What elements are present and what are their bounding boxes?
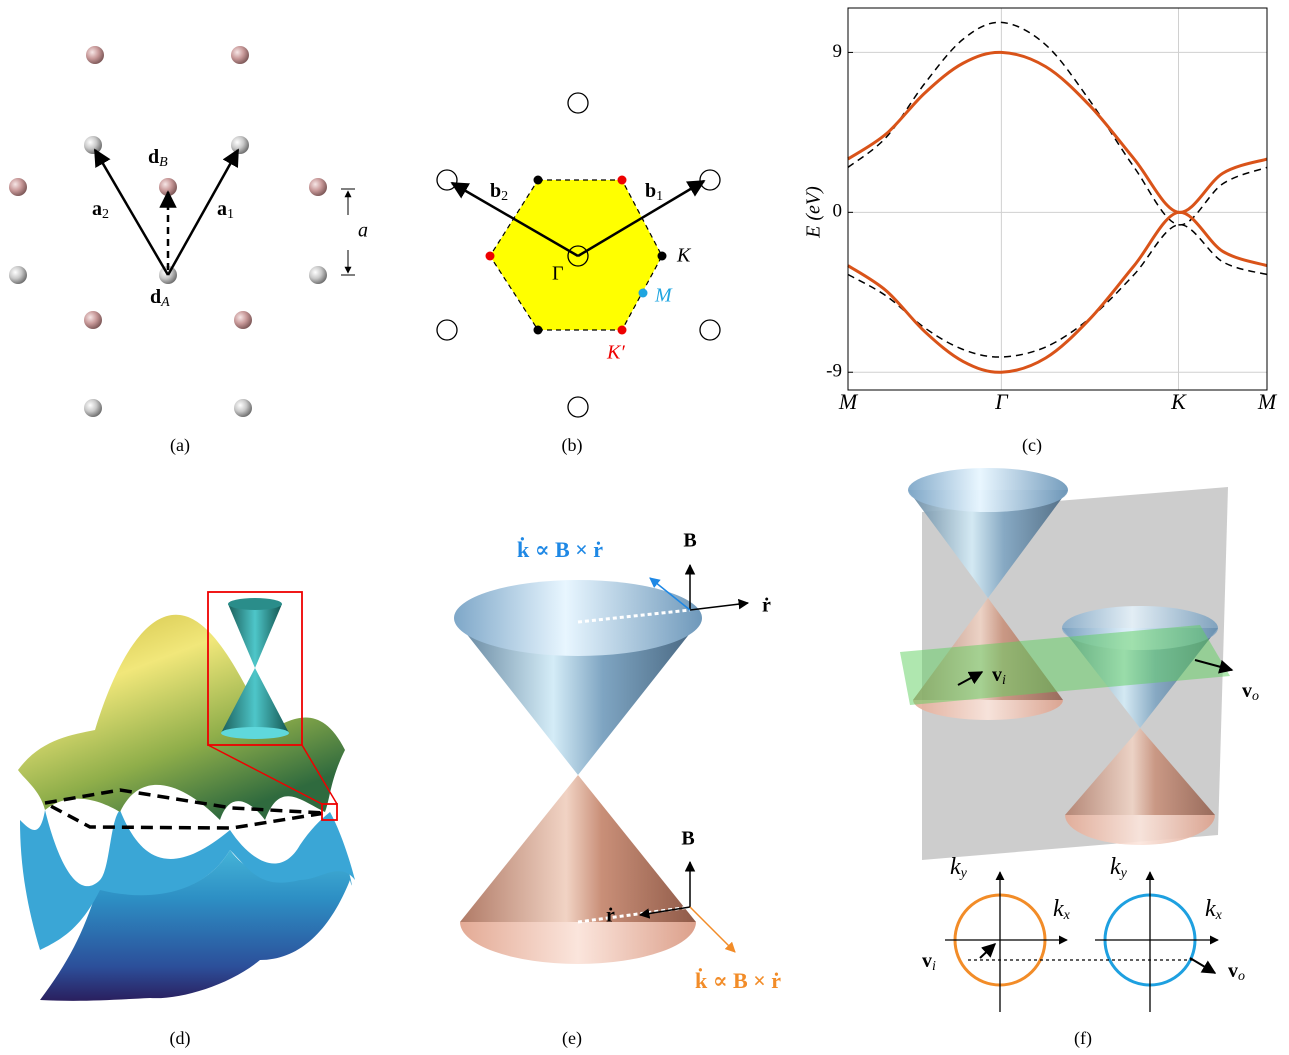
zoom-box <box>207 591 303 746</box>
plot-frame <box>847 7 1268 391</box>
atoms-b <box>9 46 327 329</box>
reciprocal-vectors <box>450 179 706 258</box>
label-vi: vi <box>922 950 936 975</box>
caption: (f) <box>1074 1028 1092 1049</box>
label-M: M <box>654 285 673 307</box>
label-kx: kx <box>1205 896 1223 924</box>
relation: k̇ ∝ B × ṙ <box>517 537 603 562</box>
label-ky: ky <box>950 854 968 882</box>
band-line <box>847 224 1268 358</box>
band-line <box>847 210 1268 374</box>
panel-d: (d) <box>18 591 355 1049</box>
label-a2: a2 <box>92 198 109 223</box>
label-dB: dB <box>148 146 168 171</box>
label-K: K <box>676 245 692 267</box>
panel-f: vi vo ky kx ky kx vi vo (f) <box>900 468 1259 1049</box>
k-axes <box>945 871 1219 1012</box>
caption: (a) <box>170 435 190 456</box>
lower-cone <box>460 775 696 922</box>
axes-top <box>684 563 750 611</box>
upper-band <box>18 614 345 820</box>
y-axis-label: E (eV) <box>803 186 825 239</box>
label-B: B <box>683 530 696 552</box>
x-tick-label: M <box>1257 389 1278 414</box>
label-vo: vo <box>1228 960 1245 985</box>
y-tick-label: 0 <box>833 201 843 222</box>
label-a: a <box>358 220 368 242</box>
zone-outline <box>39 788 326 830</box>
x-tick-label: M <box>838 389 859 414</box>
label-K-prime: K′ <box>606 342 625 364</box>
relation: k̇ ∝ B × ṙ <box>695 968 781 993</box>
upper-cone <box>454 618 702 775</box>
reciprocal-points <box>436 92 721 418</box>
x-tick-label: Γ <box>994 389 1009 414</box>
label-vo: vo <box>1242 680 1259 705</box>
k-points <box>485 175 667 335</box>
label-dA: dA <box>150 286 170 311</box>
label-B: B <box>681 828 694 850</box>
lower-band-top <box>20 810 355 950</box>
fermi-plane <box>900 625 1230 705</box>
y-tick-label: 9 <box>833 41 843 62</box>
lattice-vectors <box>93 148 240 276</box>
caption: (e) <box>562 1028 582 1049</box>
lower-band <box>40 830 352 1001</box>
band-line <box>847 50 1268 214</box>
label-b1: b1 <box>645 180 663 205</box>
axes-bottom <box>638 860 696 919</box>
panel-a: dB a2 a1 dA a (a) <box>9 46 368 456</box>
label-r: ṙ <box>606 905 615 927</box>
label-gamma: Γ <box>552 263 564 285</box>
label-a1: a1 <box>217 198 234 223</box>
upper-cone-top <box>454 580 702 656</box>
label-b2: b2 <box>490 180 508 205</box>
label-kx: kx <box>1053 896 1071 924</box>
label-ky: ky <box>1110 854 1128 882</box>
band-line <box>847 21 1268 226</box>
panel-c: E (eV) (c) 9 0 -9 M Γ K M <box>803 7 1278 456</box>
panel-e: B ṙ k̇ ∝ B × ṙ B ṙ k̇ ∝ B × ṙ (e) <box>454 530 781 1049</box>
caption: (d) <box>170 1028 191 1049</box>
label-r: ṙ <box>762 595 771 617</box>
label-vi: vi <box>992 664 1006 689</box>
caption: (b) <box>562 435 583 456</box>
lower-cone-base <box>460 922 696 964</box>
y-tick-label: -9 <box>826 361 842 382</box>
panel-b: b2 b1 Γ K M K′ (b) <box>436 92 721 456</box>
x-tick-label: K <box>1170 389 1187 414</box>
zoom-source <box>321 803 338 821</box>
caption: (c) <box>1022 435 1042 456</box>
spacing-bracket <box>341 188 355 276</box>
